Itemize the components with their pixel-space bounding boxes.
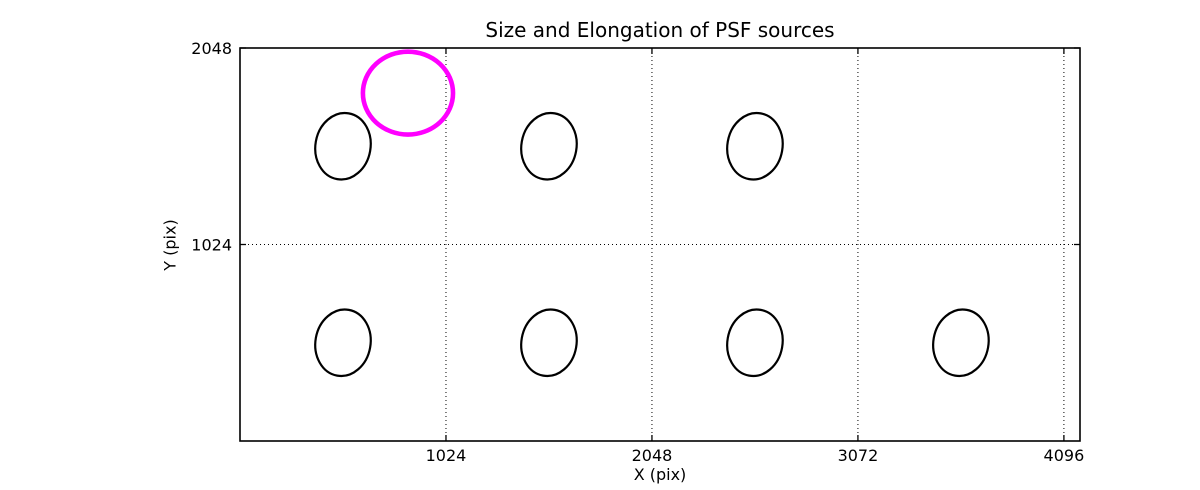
- y-tick-label: 2048: [191, 39, 232, 58]
- psf-ellipse: [314, 308, 372, 378]
- highlighted-psf-ellipse: [360, 49, 456, 137]
- x-tick-label: 3072: [838, 446, 879, 465]
- x-tick-label: 2048: [632, 446, 673, 465]
- x-tick-label: 4096: [1044, 446, 1085, 465]
- psf-ellipse: [932, 308, 990, 378]
- x-tick-label: 1024: [426, 446, 467, 465]
- psf-ellipse: [314, 111, 372, 181]
- y-tick-label: 1024: [191, 236, 232, 255]
- x-axis-label: X (pix): [633, 465, 687, 484]
- psf-ellipse: [726, 111, 784, 181]
- plot-title: Size and Elongation of PSF sources: [485, 18, 835, 42]
- psf-ellipse: [520, 111, 578, 181]
- psf-ellipse: [520, 308, 578, 378]
- psf-ellipse: [726, 308, 784, 378]
